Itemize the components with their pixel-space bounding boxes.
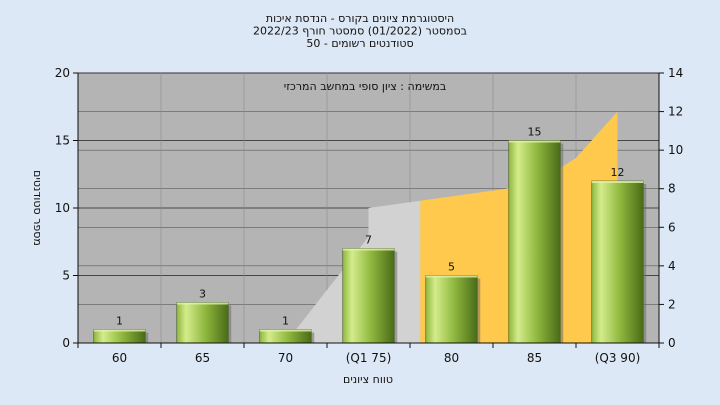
data-label-0: 1 (116, 315, 123, 328)
bar-1 (176, 302, 229, 344)
bar-5 (508, 140, 561, 344)
data-label-2: 1 (282, 315, 289, 328)
data-label-3: 7 (365, 234, 372, 247)
y2-tick-label: 10 (668, 143, 683, 157)
axes (77, 73, 660, 348)
title-line-1: היסטוגרמת ציונים בקורס - הנדסת איכות (266, 12, 454, 25)
bar-cap-1 (176, 302, 229, 305)
x-tick-label: (Q3 90) (595, 351, 641, 365)
x-tick-label: 80 (444, 351, 459, 365)
bar-3 (342, 248, 395, 344)
y2-tick-label: 4 (668, 259, 676, 273)
y-tick-label: 0 (62, 336, 70, 350)
y-tick-label: 20 (55, 66, 70, 80)
plot-annotation: במשימה : ציון סופי במחשב המרכזי (284, 80, 447, 93)
y-tick-label: 15 (55, 134, 70, 148)
data-labels: 1 3 1 7 5 15 12 (116, 126, 625, 328)
bar-cap-0 (93, 329, 146, 332)
bar-cap-6 (591, 181, 644, 183)
x-axis-label: טווח ציונים (343, 373, 393, 386)
y-tick-label: 10 (55, 201, 70, 215)
x-tick-label: 60 (112, 351, 127, 365)
bars (93, 140, 647, 344)
data-label-5: 15 (528, 126, 542, 139)
data-label-4: 5 (448, 261, 455, 274)
x-tick-label: 70 (278, 351, 293, 365)
data-label-6: 12 (611, 166, 625, 179)
x-tick-label: 85 (527, 351, 542, 365)
bar-cap-3 (342, 248, 395, 251)
y-axis-left: 0 5 10 15 20 (55, 66, 78, 350)
y2-tick-label: 6 (668, 220, 676, 234)
bar-6 (591, 180, 644, 344)
title-line-2: בסמסטר (01/2022) סמסטר חורף 2022/23 (253, 25, 467, 38)
y2-tick-label: 2 (668, 297, 676, 311)
title-line-3: סטודנטים רשומים - 50 (306, 37, 413, 50)
x-axis: 60 65 70 (Q1 75) 80 85 (Q3 90) (77, 343, 660, 365)
y-tick-label: 5 (62, 269, 70, 283)
x-tick-label: (Q1 75) (346, 351, 392, 365)
chart-title: היסטוגרמת ציונים בקורס - הנדסת איכותבסמס… (253, 12, 467, 50)
bar-cap-4 (425, 275, 478, 278)
y2-tick-label: 14 (668, 66, 683, 80)
y2-tick-label: 8 (668, 182, 676, 196)
bar-2 (259, 329, 312, 344)
y-axis-right: 0 2 4 6 8 10 12 14 (659, 66, 683, 350)
y2-tick-label: 0 (668, 336, 676, 350)
bar-0 (93, 329, 146, 344)
y2-tick-label: 12 (668, 105, 683, 119)
data-label-1: 3 (199, 288, 206, 301)
bar-cap-2 (259, 329, 312, 332)
bar-cap-5 (508, 140, 561, 143)
y-axis-label: מספר סטודנטים (31, 170, 44, 246)
bar-4 (425, 275, 478, 344)
x-tick-label: 65 (195, 351, 210, 365)
